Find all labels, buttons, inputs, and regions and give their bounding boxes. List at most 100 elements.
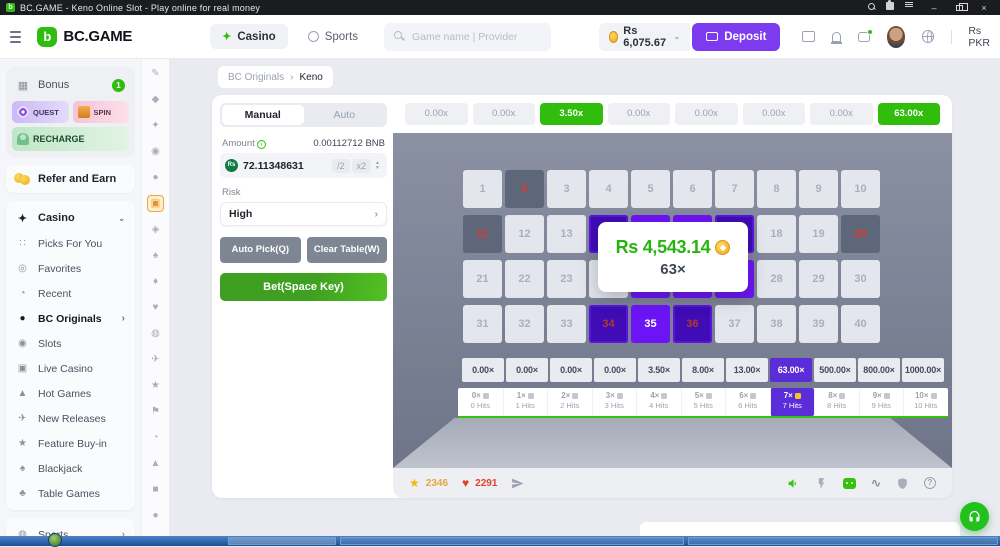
language-globe-icon[interactable] — [922, 30, 934, 43]
notifications-icon[interactable] — [831, 31, 843, 44]
quest-banner[interactable]: QUEST — [12, 101, 69, 123]
auto-pick-button[interactable]: Auto Pick(Q) — [220, 237, 301, 263]
share-icon[interactable] — [511, 477, 524, 490]
spin-banner[interactable]: SPIN — [72, 101, 129, 123]
turbo-bolt-icon[interactable] — [815, 477, 828, 490]
keno-tile[interactable]: 32 — [505, 305, 544, 343]
history-chip[interactable]: 0.00x — [607, 103, 670, 125]
support-chat-button[interactable] — [960, 502, 989, 531]
risk-select[interactable]: High › — [220, 202, 387, 226]
rail-game-icon[interactable]: ⚑ — [151, 406, 160, 417]
step-up-icon[interactable]: ▲ — [375, 159, 380, 166]
heart-icon[interactable]: ♥ — [462, 476, 470, 490]
history-chip[interactable]: 0.00x — [675, 103, 738, 125]
keno-tile[interactable]: 6 — [673, 170, 712, 208]
breadcrumb-section[interactable]: BC Originals — [228, 71, 285, 83]
keno-tile[interactable]: 5 — [631, 170, 670, 208]
keno-tile[interactable]: 35 — [631, 305, 670, 343]
tab-casino[interactable]: ✦ Casino — [210, 24, 288, 49]
history-chip[interactable]: 3.50x — [540, 103, 603, 125]
balance-dropdown[interactable]: Rs 6,075.67 ⌄ — [598, 22, 691, 51]
keno-tile[interactable]: 11 — [463, 215, 502, 253]
taskbar-window[interactable] — [228, 537, 336, 545]
theatre-mode-icon[interactable] — [842, 477, 856, 489]
rail-game-icon[interactable]: ✎ — [151, 68, 160, 79]
sidebar-item-favorites[interactable]: ◎ Favorites — [8, 256, 133, 281]
tab-auto[interactable]: Auto — [333, 109, 356, 121]
rail-game-icon[interactable]: ◆ — [151, 94, 160, 105]
keno-tile[interactable]: 1 — [463, 170, 502, 208]
sidebar-item-hot-games[interactable]: ▲ Hot Games — [8, 381, 133, 406]
sidebar-item-slots[interactable]: ◉ Slots — [8, 331, 133, 356]
double-bet-button[interactable]: x2 — [351, 158, 372, 173]
extensions-icon[interactable] — [886, 0, 900, 13]
windows-taskbar[interactable] — [0, 533, 1000, 547]
info-icon[interactable]: i — [256, 140, 266, 149]
keno-tile[interactable]: 38 — [757, 305, 796, 343]
wallet-card-icon[interactable] — [802, 31, 816, 42]
keno-tile[interactable]: 13 — [547, 215, 586, 253]
keno-tile[interactable]: 12 — [505, 215, 544, 253]
keno-tile[interactable]: 23 — [547, 260, 586, 298]
rail-game-icon[interactable]: ♥ — [152, 302, 159, 313]
sidebar-item-bc-originals[interactable]: ● BC Originals › — [8, 306, 133, 331]
rail-game-icon[interactable]: ◉ — [151, 146, 160, 157]
keno-tile[interactable]: 7 — [715, 170, 754, 208]
sidebar-item-recent[interactable]: ◔ Recent — [8, 281, 133, 306]
keno-tile[interactable]: 4 — [589, 170, 628, 208]
keno-tile[interactable]: 33 — [547, 305, 586, 343]
chat-icon[interactable] — [858, 28, 873, 42]
keno-tile[interactable]: 34 — [589, 305, 628, 343]
recharge-banner[interactable]: RECHARGE — [12, 127, 129, 151]
keno-tile[interactable]: 2 — [505, 170, 544, 208]
sidebar-item-table-games[interactable]: ♣ Table Games — [8, 481, 133, 506]
keno-tile[interactable]: 9 — [799, 170, 838, 208]
bcgame-logo[interactable]: b BC.GAME — [37, 26, 132, 47]
amount-input[interactable]: Rs 72.11348631 /2 x2 ▲ ▼ — [220, 153, 387, 178]
sidebar-item-feature-buy-in[interactable]: ★ Feature Buy-in — [8, 431, 133, 456]
close-button[interactable]: × — [981, 2, 987, 13]
tab-sports[interactable]: Sports — [296, 25, 370, 49]
live-stats-icon[interactable]: ∿ — [870, 476, 881, 490]
rail-game-icon[interactable]: ✦ — [151, 120, 160, 131]
keno-tile[interactable]: 39 — [799, 305, 838, 343]
keno-tile[interactable]: 20 — [841, 215, 880, 253]
sidebar-item-bonus[interactable]: ▦ Bonus 1 — [12, 73, 129, 97]
star-icon[interactable]: ★ — [409, 476, 420, 490]
refer-and-earn[interactable]: Refer and Earn — [6, 165, 135, 193]
taskbar-window[interactable] — [688, 537, 998, 545]
browser-menu-icon[interactable] — [905, 2, 919, 13]
rail-game-icon[interactable]: ◈ — [151, 224, 160, 235]
sidebar-toggle-icon[interactable] — [10, 30, 22, 43]
keno-tile[interactable]: 19 — [799, 215, 838, 253]
start-button[interactable] — [48, 533, 62, 547]
half-bet-button[interactable]: /2 — [332, 158, 350, 173]
sidebar-item-live-casino[interactable]: ▣ Live Casino — [8, 356, 133, 381]
user-avatar[interactable] — [886, 25, 906, 48]
history-chip[interactable]: 63.00x — [877, 103, 940, 125]
clear-table-button[interactable]: Clear Table(W) — [306, 237, 387, 263]
rail-game-icon[interactable]: ■ — [152, 484, 159, 495]
keno-tile[interactable]: 10 — [841, 170, 880, 208]
sidebar-group-casino[interactable]: ✦ Casino ⌄ — [17, 212, 125, 225]
browser-zoom-icon[interactable] — [867, 2, 881, 13]
rail-game-icon[interactable]: ● — [152, 510, 159, 521]
history-chip[interactable]: 0.00x — [810, 103, 873, 125]
rail-game-icon[interactable]: ◔ — [152, 432, 159, 443]
keno-tile[interactable]: 22 — [505, 260, 544, 298]
keno-tile[interactable]: 31 — [463, 305, 502, 343]
keno-tile[interactable]: 30 — [841, 260, 880, 298]
currency-selector[interactable]: Rs PKR — [968, 24, 990, 49]
restore-button[interactable] — [949, 1, 969, 14]
rail-game-icon[interactable]: ▲ — [150, 458, 161, 469]
keno-tile[interactable]: 3 — [547, 170, 586, 208]
keno-tile[interactable]: 37 — [715, 305, 754, 343]
keno-tile[interactable]: 29 — [799, 260, 838, 298]
rail-game-icon[interactable]: ▣ — [147, 195, 164, 212]
rail-game-icon[interactable]: ◍ — [151, 328, 160, 339]
fairness-shield-icon[interactable] — [896, 477, 909, 490]
keno-tile[interactable]: 8 — [757, 170, 796, 208]
sidebar-item-blackjack[interactable]: ♠ Blackjack — [8, 456, 133, 481]
sidebar-item-new-releases[interactable]: ✈ New Releases — [8, 406, 133, 431]
minimize-button[interactable]: – — [931, 2, 937, 13]
